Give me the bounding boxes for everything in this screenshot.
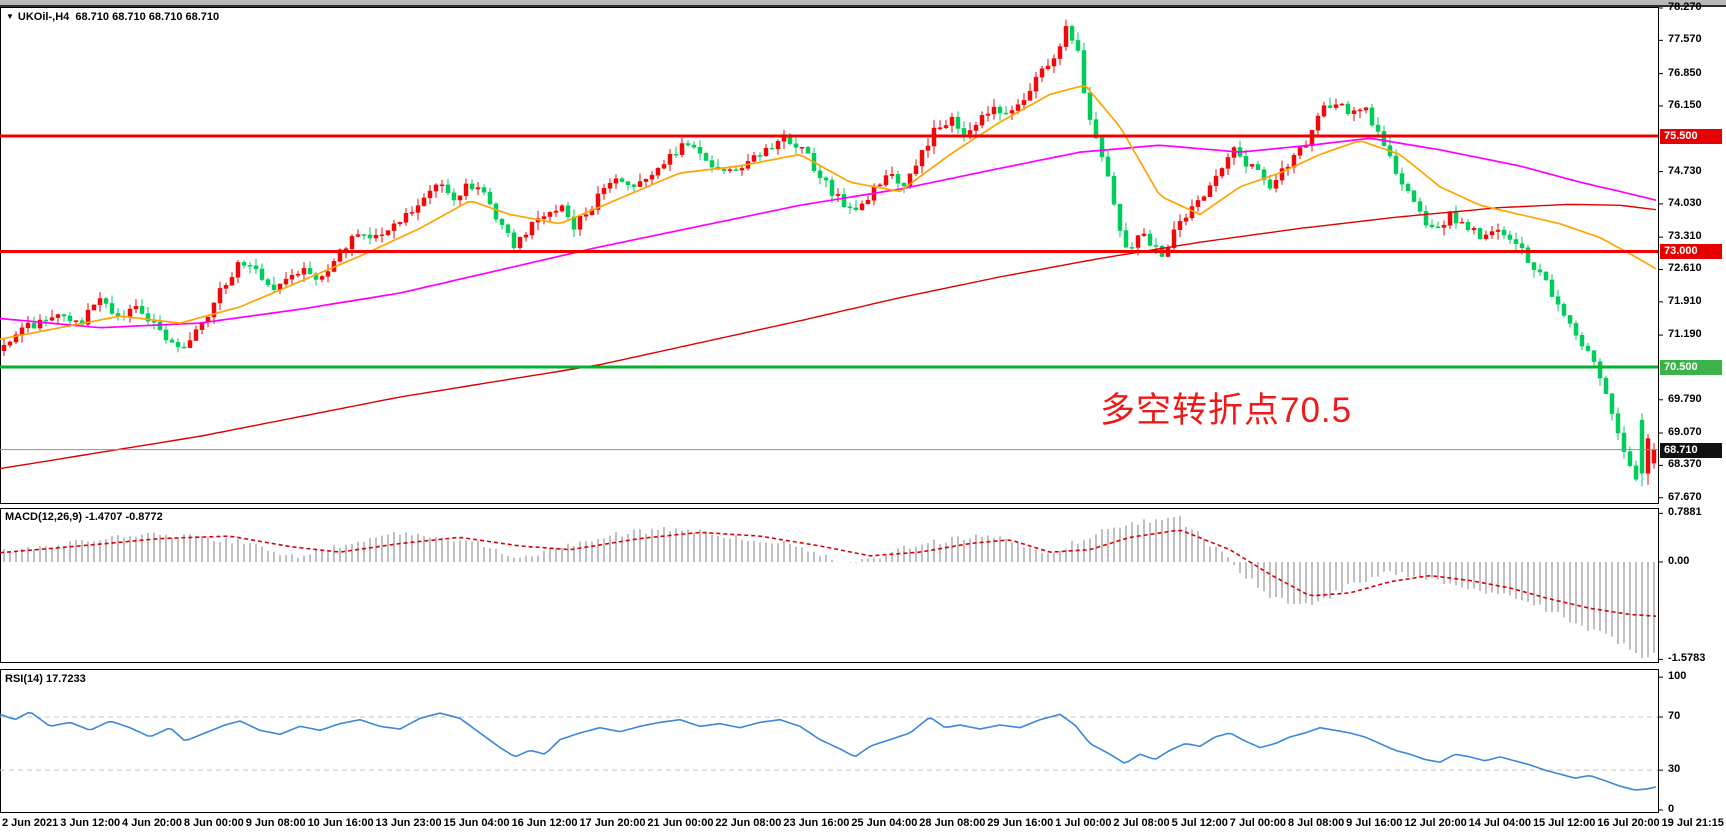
axis-tick-label: 100 xyxy=(1668,670,1687,683)
axis-tick-label: 76.850 xyxy=(1668,66,1702,79)
time-label: 23 Jun 16:00 xyxy=(783,817,850,829)
time-label: 4 Jun 20:00 xyxy=(122,817,182,829)
time-label: 25 Jun 04:00 xyxy=(851,817,918,829)
axis-tick-label: 73.310 xyxy=(1668,230,1702,243)
annotation-text: 多空转折点70.5 xyxy=(1100,391,1353,430)
time-label: 8 Jun 00:00 xyxy=(183,817,244,829)
time-label: 2 Jun 2021 xyxy=(2,817,59,829)
axis-tick-label: 74.030 xyxy=(1668,196,1702,209)
axis-tick-label: 74.730 xyxy=(1668,164,1702,177)
time-label: 8 Jul 08:00 xyxy=(1287,817,1345,829)
time-label: 7 Jul 00:00 xyxy=(1229,817,1287,829)
axis-tick-label: -1.5783 xyxy=(1668,652,1706,665)
rsi-indicator-label: RSI(14) 17.7233 xyxy=(5,673,86,685)
ohlc-values: 68.710 68.710 68.710 68.710 xyxy=(75,11,220,23)
axis-tick-label: 68.370 xyxy=(1668,458,1702,471)
axis-tick-label: 0 xyxy=(1668,803,1675,815)
price-level-badge: 73.000 xyxy=(1660,244,1722,260)
axis-tick-label: 30 xyxy=(1668,763,1681,776)
axis-tick-label: 69.070 xyxy=(1668,426,1702,439)
time-label: 9 Jun 08:00 xyxy=(245,817,306,829)
time-label: 10 Jun 16:00 xyxy=(307,817,374,829)
symbol-info: ▼ UKOil-,H4 68.710 68.710 68.710 68.710 xyxy=(6,11,219,23)
axis-tick-label: 71.190 xyxy=(1668,328,1702,341)
axis-tick-label: 0.7881 xyxy=(1668,506,1702,519)
axis-tick-label: 0.00 xyxy=(1668,555,1690,567)
axis-tick-label: 76.150 xyxy=(1668,98,1702,111)
window-top-border xyxy=(0,0,1726,7)
axis-tick-label: 77.570 xyxy=(1668,33,1702,46)
time-axis[interactable]: 2 Jun 2021 3 Jun 12:00 4 Jun 20:00 8 Jun 00… xyxy=(0,817,1726,829)
axis-tick-label: 67.670 xyxy=(1668,490,1702,503)
axis-tick-label: 70 xyxy=(1668,710,1681,723)
time-label: 21 Jun 00:00 xyxy=(647,817,714,829)
time-label: 5 Jul 12:00 xyxy=(1171,817,1228,829)
price-level-badge: 75.500 xyxy=(1660,128,1722,144)
time-label: 12 Jul 20:00 xyxy=(1404,817,1467,829)
time-label: 19 Jul 21:15 xyxy=(1661,817,1724,829)
time-label: 13 Jun 23:00 xyxy=(375,817,442,829)
axis-tick-label: 71.910 xyxy=(1668,294,1702,307)
time-label: 17 Jun 20:00 xyxy=(579,817,646,829)
time-label: 15 Jun 04:00 xyxy=(443,817,510,829)
time-label: 29 Jun 16:00 xyxy=(987,817,1054,829)
time-label: 14 Jul 04:00 xyxy=(1468,817,1532,829)
time-label: 1 Jul 00:00 xyxy=(1055,817,1112,829)
symbol-timeframe-label: UKOil-,H4 xyxy=(17,11,70,23)
time-label: 16 Jul 20:00 xyxy=(1597,817,1660,829)
axis-tick-label: 78.270 xyxy=(1668,1,1702,13)
axis-tick-label: 69.790 xyxy=(1668,392,1702,405)
time-label: 2 Jul 08:00 xyxy=(1113,817,1170,829)
macd-indicator-label: MACD(12,26,9) -1.4707 -0.8772 xyxy=(5,511,163,523)
time-label: 15 Jul 12:00 xyxy=(1532,817,1596,829)
price-level-badge: 70.500 xyxy=(1660,359,1722,375)
price-level-badge: 68.710 xyxy=(1660,442,1722,458)
axis-tick-label: 72.610 xyxy=(1668,262,1702,275)
time-label: 16 Jun 12:00 xyxy=(511,817,578,829)
time-label: 3 Jun 12:00 xyxy=(60,817,121,829)
time-label: 22 Jun 08:00 xyxy=(715,817,782,829)
time-label: 9 Jul 16:00 xyxy=(1346,817,1403,829)
symbol-dropdown-icon[interactable]: ▼ xyxy=(6,12,14,21)
time-label: 28 Jun 08:00 xyxy=(919,817,986,829)
